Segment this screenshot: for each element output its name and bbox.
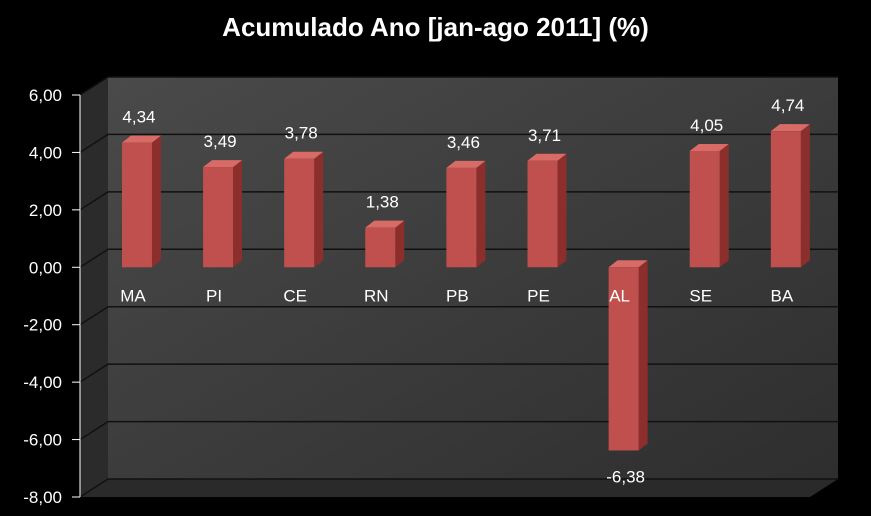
category-label: PI: [206, 286, 222, 305]
bar-pi: [203, 160, 243, 268]
bar-ce: [284, 151, 324, 268]
category-label: PE: [527, 286, 550, 305]
bar-top: [284, 151, 324, 159]
category-label: BA: [771, 286, 794, 305]
bar-ba: [770, 124, 810, 268]
bar-front: [121, 142, 152, 268]
bar-al: [608, 260, 648, 451]
bar-top: [527, 153, 567, 161]
chart-floor: [80, 479, 838, 497]
data-label: 4,74: [771, 96, 804, 115]
bar-side: [557, 153, 567, 268]
y-tick-label: 2,00: [29, 201, 62, 220]
chart-title: Acumulado Ano [jan-ago 2011] (%): [222, 12, 649, 42]
bar-side: [314, 151, 324, 268]
data-label: 3,46: [447, 133, 480, 152]
y-tick-label: -2,00: [23, 316, 62, 335]
side-wall: [80, 77, 108, 497]
bar-top: [608, 260, 648, 268]
data-label: 4,34: [122, 108, 155, 127]
bar-ma: [121, 135, 161, 268]
data-label: 3,71: [528, 126, 561, 145]
category-label: MA: [120, 286, 146, 305]
y-tick-label: 4,00: [29, 143, 62, 162]
bar-se: [689, 143, 729, 268]
bar-top: [689, 143, 729, 151]
gridline: [79, 133, 838, 154]
y-tick-label: -8,00: [23, 488, 62, 507]
bar-top: [203, 160, 243, 168]
bar-top: [770, 124, 810, 132]
bar-side: [233, 160, 243, 268]
bar-pb: [446, 160, 486, 268]
bar-side: [800, 124, 810, 268]
bar-front: [446, 167, 477, 268]
gridline: [79, 363, 838, 383]
bar-front: [689, 150, 720, 268]
category-label: AL: [609, 286, 630, 305]
gridline: [79, 248, 838, 268]
data-label: 3,49: [204, 132, 237, 151]
data-label: 3,78: [285, 124, 318, 143]
category-label: SE: [689, 286, 712, 305]
bar-front: [527, 160, 558, 268]
gridline: [79, 191, 838, 211]
bar-front: [284, 158, 315, 268]
bar-top: [365, 220, 405, 228]
category-label: CE: [283, 286, 307, 305]
data-label: -6,38: [606, 467, 645, 486]
y-tick-label: 0,00: [29, 258, 62, 277]
gridline: [79, 305, 838, 326]
y-tick-label: -4,00: [23, 373, 62, 392]
bar-front: [365, 227, 396, 268]
bar-pe: [527, 153, 567, 268]
bar-top: [446, 160, 486, 168]
gridline: [79, 478, 838, 498]
category-label: RN: [364, 286, 389, 305]
bar-side: [476, 160, 486, 268]
y-tick-label: -6,00: [23, 431, 62, 450]
gridline: [79, 420, 838, 441]
y-tick-label: 6,00: [29, 86, 62, 105]
data-label: 1,38: [366, 193, 399, 212]
bar-front: [203, 167, 234, 268]
bar-front: [608, 267, 639, 451]
bar-top: [121, 135, 161, 143]
bar-front: [770, 131, 801, 268]
bar-side: [395, 220, 405, 268]
bar-side: [719, 143, 729, 268]
bar-rn: [365, 220, 405, 268]
gridline: [79, 76, 838, 96]
bar-side: [638, 260, 648, 451]
data-label: 4,05: [690, 116, 723, 135]
category-label: PB: [446, 286, 469, 305]
bar-side: [151, 135, 161, 268]
